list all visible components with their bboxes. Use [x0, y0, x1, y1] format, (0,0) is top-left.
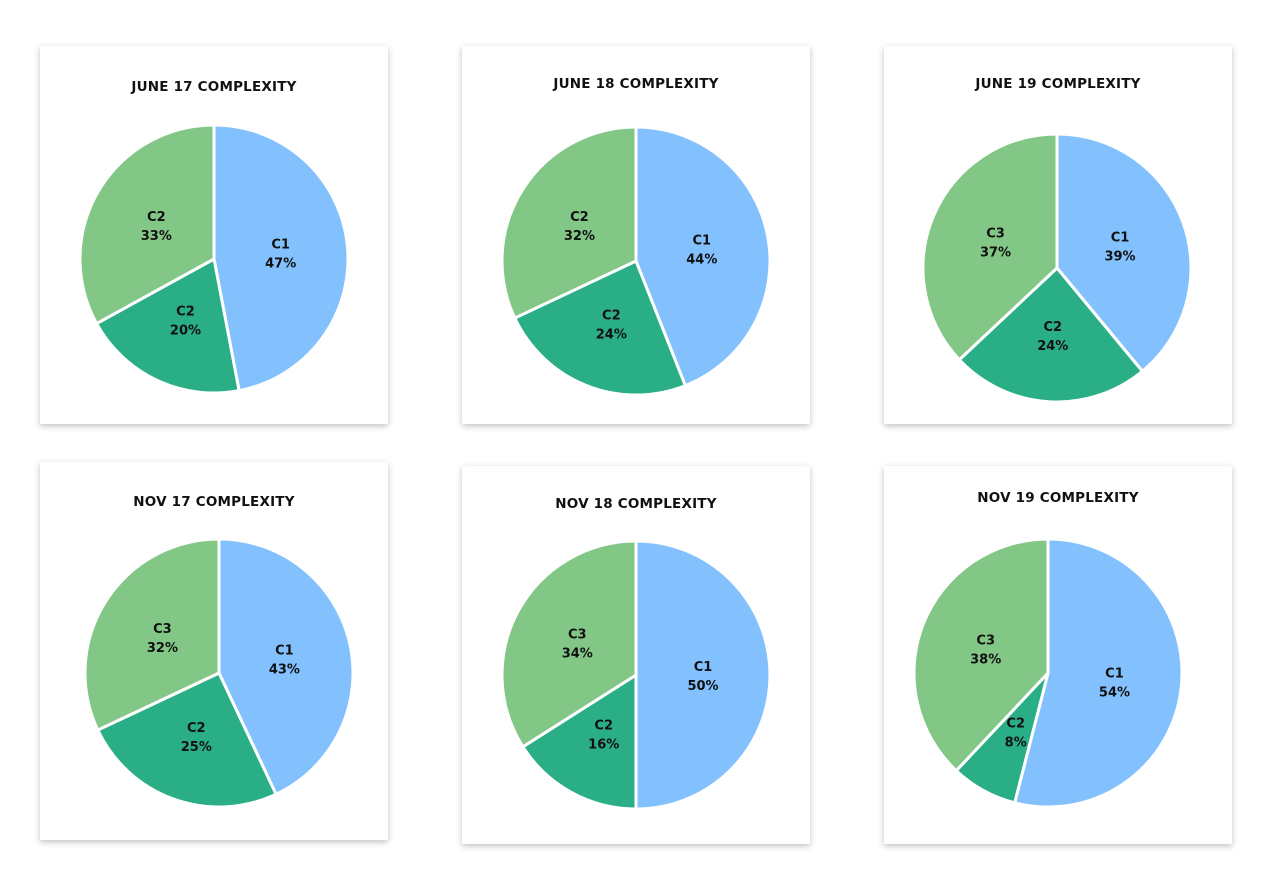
slice-percent-label: 33%: [141, 229, 172, 244]
pie-slice-c3: [912, 537, 1050, 773]
pie-slice-c2: [520, 672, 638, 811]
pie-chart: C1 47% C2 20% C2 33%: [78, 123, 350, 395]
pie-chart: C1 44% C2 24% C2 32%: [500, 125, 772, 397]
slice-category-label: C2: [1043, 320, 1062, 335]
slice-percent-label: 32%: [564, 229, 595, 244]
slice-category-label: C1: [275, 643, 294, 658]
slice-percent-label: 16%: [588, 738, 619, 753]
slice-percent-label: 50%: [687, 679, 718, 694]
slice-percent-label: 32%: [147, 641, 178, 656]
chart-title: NOV 17 COMPLEXITY: [133, 494, 295, 510]
slice-percent-label: 47%: [265, 257, 296, 272]
chart-title: JUNE 17 COMPLEXITY: [131, 79, 297, 95]
pie-slice-c2: [512, 258, 688, 397]
pie-slice-c1: [212, 123, 350, 393]
slice-category-label: C1: [694, 660, 713, 675]
pie-chart-card: NOV 17 COMPLEXITY C1 43% C2 25% C3 32%: [40, 462, 388, 840]
slice-percent-label: 34%: [562, 647, 593, 662]
pie-chart-card: NOV 18 COMPLEXITY C1 50% C2 16% C3 34%: [462, 466, 810, 844]
slice-percent-label: 38%: [970, 652, 1001, 667]
slice-category-label: C3: [986, 226, 1005, 241]
slice-percent-label: 54%: [1099, 685, 1130, 700]
pie-slice-c2: [78, 123, 216, 326]
slice-category-label: C1: [693, 233, 712, 248]
slice-percent-label: 24%: [596, 327, 627, 342]
slice-percent-label: 44%: [686, 252, 717, 267]
slice-percent-label: 25%: [181, 740, 212, 755]
slice-percent-label: 37%: [980, 245, 1011, 260]
pie-chart-card: JUNE 17 COMPLEXITY C1 47% C2 20% C2 33%: [40, 46, 388, 424]
slice-category-label: C2: [570, 210, 589, 225]
slice-category-label: C1: [1111, 230, 1130, 245]
chart-title: JUNE 19 COMPLEXITY: [975, 76, 1141, 92]
pie-slice-c3: [921, 132, 1059, 362]
pie-slice-c1: [1012, 537, 1184, 809]
pie-slice-c3: [500, 539, 638, 749]
pie-slice-c2: [94, 256, 241, 395]
slice-category-label: C2: [1006, 717, 1025, 732]
slice-category-label: C3: [568, 628, 587, 643]
slice-percent-label: 20%: [170, 324, 201, 339]
chart-title: NOV 19 COMPLEXITY: [977, 490, 1139, 506]
pie-chart: C1 50% C2 16% C3 34%: [500, 539, 772, 811]
slice-category-label: C3: [976, 633, 995, 648]
pie-slice-c1: [217, 537, 355, 797]
pie-slice-c3: [83, 537, 221, 733]
slice-category-label: C1: [1105, 666, 1124, 681]
pie-chart-card: NOV 19 COMPLEXITY C1 54% C2 8% C3 38%: [884, 466, 1232, 844]
pie-chart-card: JUNE 19 COMPLEXITY C1 39% C2 24% C3 37%: [884, 46, 1232, 424]
pie-slice-c1: [1055, 132, 1193, 374]
pie-slice-c2: [500, 125, 638, 321]
slice-percent-label: 8%: [1005, 736, 1027, 751]
slice-percent-label: 39%: [1104, 249, 1135, 264]
pie-chart: C1 43% C2 25% C3 32%: [83, 537, 355, 809]
slice-category-label: C3: [153, 622, 172, 637]
pie-slice-c2: [95, 671, 279, 809]
pie-chart: C1 54% C2 8% C3 38%: [912, 537, 1184, 809]
pie-slice-c1: [634, 539, 772, 811]
slice-category-label: C2: [594, 719, 613, 734]
chart-title: NOV 18 COMPLEXITY: [555, 496, 717, 512]
pie-slice-c1: [634, 125, 772, 388]
slice-percent-label: 43%: [269, 662, 300, 677]
pie-chart-card: JUNE 18 COMPLEXITY C1 44% C2 24% C2 32%: [462, 46, 810, 424]
slice-category-label: C2: [176, 305, 195, 320]
chart-title: JUNE 18 COMPLEXITY: [553, 76, 719, 92]
slice-category-label: C2: [602, 308, 621, 323]
slice-category-label: C1: [271, 238, 290, 253]
slice-category-label: C2: [187, 721, 206, 736]
pie-chart: C1 39% C2 24% C3 37%: [921, 132, 1193, 404]
pie-slice-c2: [957, 265, 1145, 404]
slice-percent-label: 24%: [1037, 339, 1068, 354]
slice-category-label: C2: [147, 210, 166, 225]
